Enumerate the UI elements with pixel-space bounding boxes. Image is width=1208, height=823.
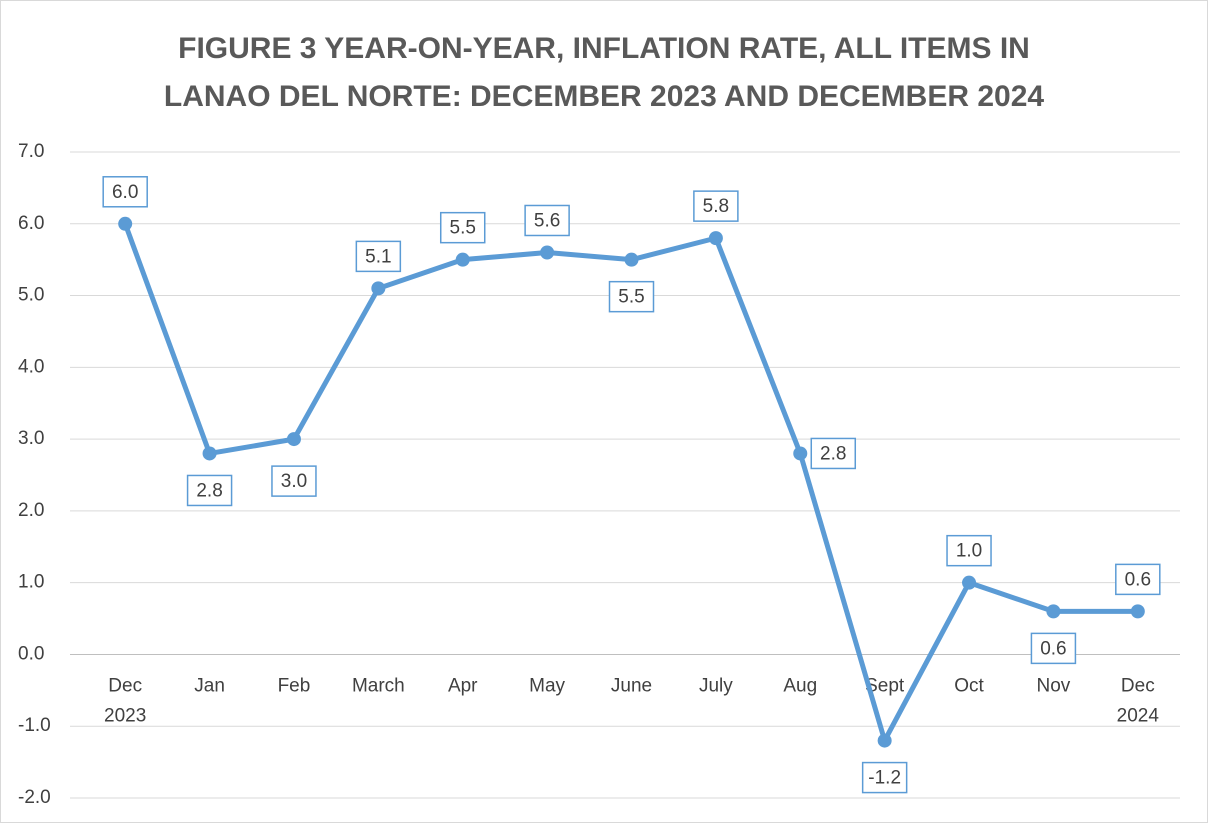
y-tick-label: -1.0 — [18, 715, 51, 736]
data-label: -1.2 — [868, 768, 901, 789]
x-tick-label: Aug — [783, 675, 817, 696]
y-tick-label: 2.0 — [18, 500, 44, 521]
data-label: 0.6 — [1040, 638, 1066, 659]
data-label: 3.0 — [281, 471, 307, 492]
data-label-box — [693, 190, 739, 222]
data-point — [1046, 604, 1061, 619]
x-tick-label: Oct — [954, 675, 984, 696]
x-tick-label: Nov — [1037, 675, 1071, 696]
data-point — [1130, 604, 1145, 619]
data-label-box — [186, 474, 233, 507]
y-tick-label: 0.0 — [18, 643, 44, 664]
data-point — [793, 446, 808, 461]
data-label-box — [1030, 632, 1077, 665]
data-label-box — [861, 761, 908, 794]
data-point — [624, 252, 639, 267]
data-point — [455, 252, 470, 267]
x-tick-label: Apr — [448, 675, 478, 696]
chart-title: FIGURE 3 YEAR-ON-YEAR, INFLATION RATE, A… — [164, 32, 1044, 113]
data-point — [202, 446, 217, 461]
x-tick-label: July — [699, 675, 733, 696]
data-label: 6.0 — [112, 182, 138, 203]
data-label-box — [810, 437, 857, 470]
data-label-box — [271, 465, 317, 497]
data-label-box — [946, 534, 992, 567]
data-point — [962, 575, 977, 590]
data-label: 2.8 — [196, 480, 222, 501]
data-label: 5.6 — [534, 211, 560, 232]
y-tick-label: 5.0 — [18, 285, 44, 306]
data-label-box — [1115, 563, 1161, 596]
y-tick-label: 4.0 — [18, 356, 44, 377]
data-point — [371, 281, 386, 296]
data-label: 1.0 — [956, 541, 982, 562]
data-label: 5.5 — [450, 218, 476, 239]
x-tick-label: Dec 2023 — [104, 675, 146, 726]
data-label: 5.5 — [618, 287, 644, 308]
data-label: 5.8 — [703, 196, 729, 217]
x-tick-label: Feb — [278, 675, 311, 696]
x-tick-label: May — [529, 675, 565, 696]
data-point — [877, 733, 892, 748]
x-tick-label: Jan — [194, 675, 225, 696]
data-label: 5.1 — [365, 246, 391, 267]
data-point — [118, 216, 133, 231]
x-tick-label: Dec 2024 — [1117, 675, 1160, 726]
data-label-box — [439, 211, 486, 244]
y-tick-label: 3.0 — [18, 428, 44, 449]
x-tick-label: Sept — [865, 675, 905, 696]
data-label: 2.8 — [820, 443, 846, 464]
data-point — [708, 231, 723, 246]
y-tick-label: 1.0 — [18, 572, 44, 593]
data-point — [286, 432, 301, 447]
data-label-box — [355, 240, 402, 273]
data-label-box — [524, 204, 570, 237]
y-tick-label: -2.0 — [18, 787, 51, 808]
x-tick-label: June — [611, 675, 652, 696]
y-tick-label: 7.0 — [18, 141, 44, 162]
x-tick-label: March — [352, 675, 405, 696]
data-point — [540, 245, 555, 260]
y-tick-label: 6.0 — [18, 213, 44, 234]
data-label-box — [102, 176, 148, 208]
data-label: 0.6 — [1125, 569, 1151, 590]
data-label-box — [608, 280, 655, 313]
